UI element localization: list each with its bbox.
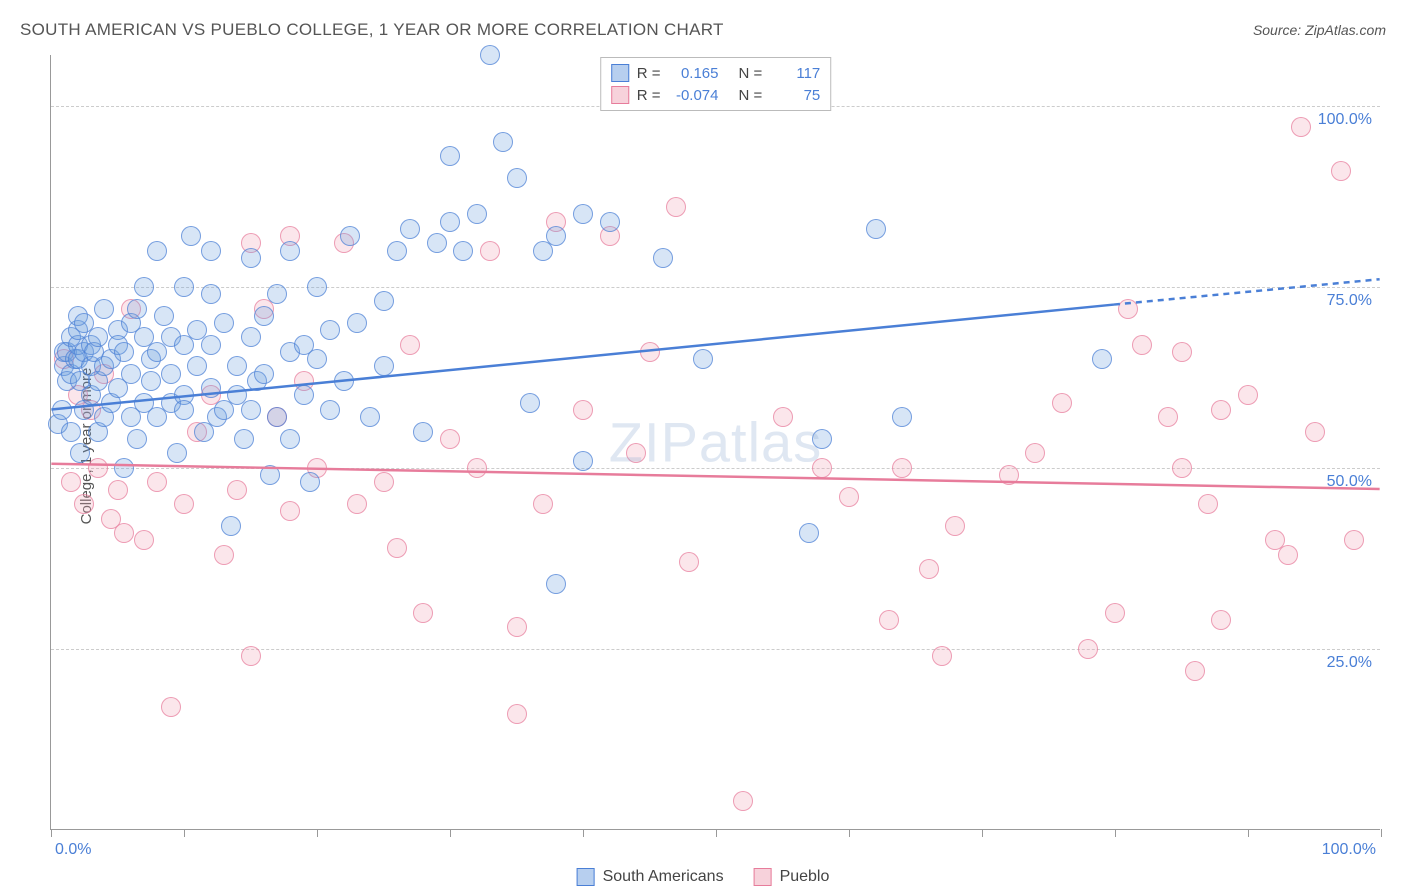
r-label-1: R =	[637, 65, 661, 82]
x-tick	[1248, 829, 1249, 837]
r-label-2: R =	[637, 87, 661, 104]
x-tick-label: 0.0%	[55, 841, 91, 859]
x-tick	[1381, 829, 1382, 837]
legend-label-series2: Pueblo	[780, 868, 830, 886]
trend-line	[1114, 279, 1380, 304]
bottom-legend: South Americans Pueblo	[577, 868, 830, 886]
swatch-series2	[611, 86, 629, 104]
n-value-1: 117	[770, 65, 820, 82]
swatch-series1	[611, 64, 629, 82]
chart-plot-area: 25.0%50.0%75.0%100.0%0.0%100.0% ZIPatlas…	[50, 55, 1380, 830]
x-tick	[450, 829, 451, 837]
legend-swatch-series1	[577, 868, 595, 886]
r-value-2: -0.074	[669, 87, 719, 104]
x-tick	[716, 829, 717, 837]
n-value-2: 75	[770, 87, 820, 104]
x-tick	[1115, 829, 1116, 837]
x-tick	[317, 829, 318, 837]
legend-item-series2: Pueblo	[754, 868, 830, 886]
r-value-1: 0.165	[669, 65, 719, 82]
chart-title: SOUTH AMERICAN VS PUEBLO COLLEGE, 1 YEAR…	[20, 20, 724, 40]
n-label-1: N =	[739, 65, 763, 82]
x-tick	[184, 829, 185, 837]
x-tick	[849, 829, 850, 837]
n-label-2: N =	[739, 87, 763, 104]
trend-line	[51, 305, 1114, 410]
correlation-stats-box: R = 0.165 N = 117 R = -0.074 N = 75	[600, 57, 832, 111]
source-label: Source: ZipAtlas.com	[1253, 22, 1386, 38]
x-tick	[982, 829, 983, 837]
legend-item-series1: South Americans	[577, 868, 724, 886]
legend-label-series1: South Americans	[603, 868, 724, 886]
legend-swatch-series2	[754, 868, 772, 886]
x-tick	[51, 829, 52, 837]
stats-row-series1: R = 0.165 N = 117	[611, 62, 821, 84]
trend-line	[51, 464, 1379, 489]
x-tick	[583, 829, 584, 837]
stats-row-series2: R = -0.074 N = 75	[611, 84, 821, 106]
x-tick-label: 100.0%	[1322, 841, 1376, 859]
